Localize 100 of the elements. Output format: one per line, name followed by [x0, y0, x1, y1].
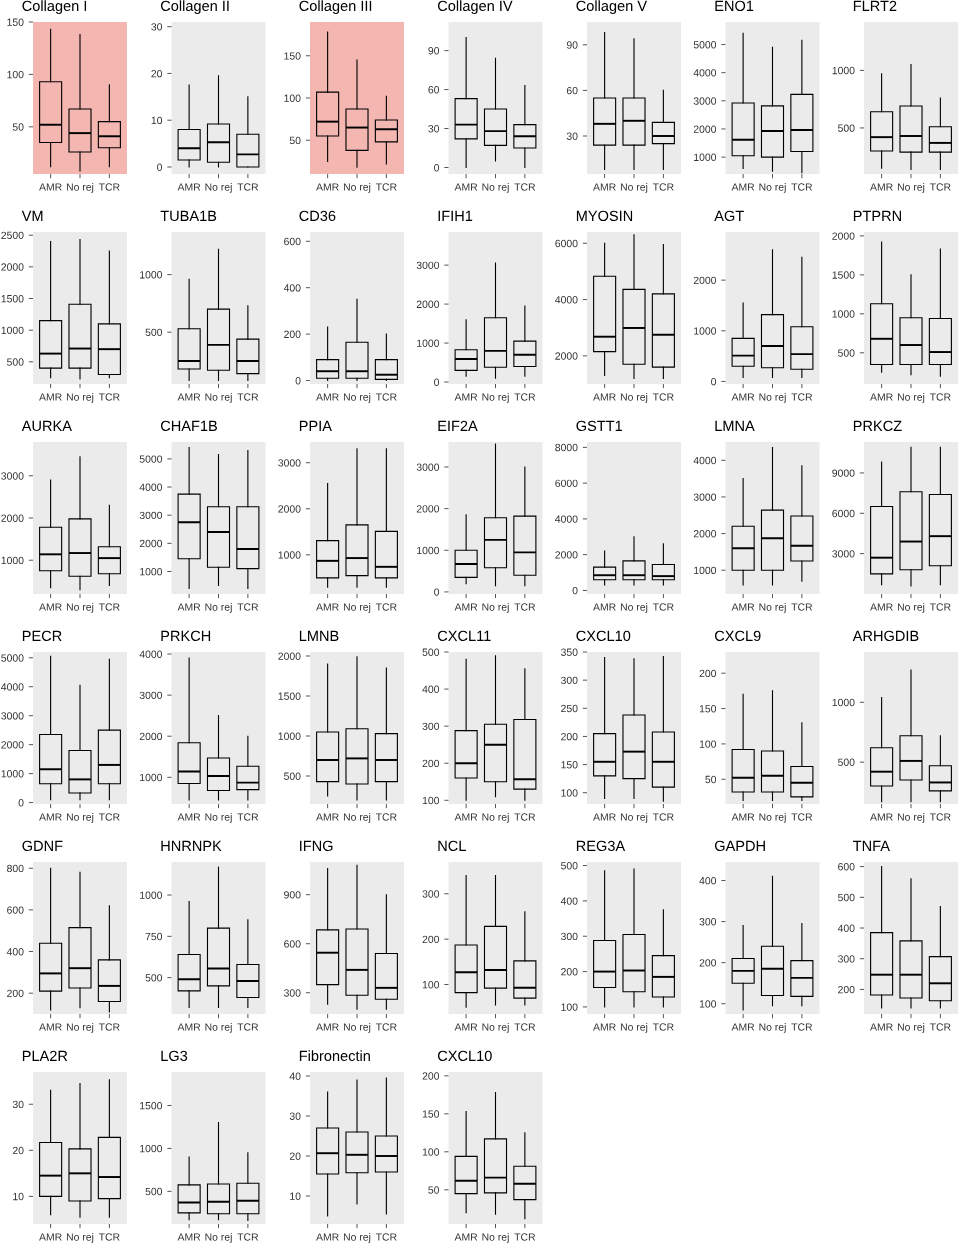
y-tick-label: 2000: [693, 125, 717, 133]
y-tick-label: 2000: [832, 232, 855, 240]
x-tick-label: AMR: [39, 1023, 62, 1031]
x-tick-label: AMR: [593, 603, 616, 611]
x-tick-label: No rej: [482, 183, 509, 193]
y-tick-label: 0: [434, 164, 440, 172]
x-tick-label: No rej: [66, 603, 94, 613]
y-tick-label: 3000: [139, 691, 163, 700]
y-tick-label: 1000: [1, 556, 24, 565]
y-tick-label: 30: [428, 125, 440, 133]
y-tick-label: 1000: [140, 773, 163, 782]
x-tick-label: TCR: [791, 813, 813, 821]
x-tick-label: AMR: [39, 603, 62, 611]
x-tick-label: No rej: [205, 393, 232, 403]
y-tick-label: 9000: [832, 469, 855, 477]
x-tick-label: AMR: [454, 603, 478, 611]
chart-title: Collagen III: [299, 0, 372, 14]
chart-title: FLRT2: [853, 0, 897, 11]
x-tick-label: AMR: [731, 183, 755, 191]
y-tick-label: 30: [12, 1100, 24, 1109]
y-tick-label: 50: [428, 1186, 440, 1194]
x-tick-label: TCR: [237, 813, 259, 821]
y-tick-label: 2000: [555, 352, 578, 360]
chart-title: IFNG: [300, 840, 333, 852]
chart-title: PRKCZ: [853, 420, 902, 432]
y-tick-label: 3000: [693, 493, 717, 501]
x-tick-label: AMR: [177, 1233, 201, 1241]
chart-title: AGT: [714, 210, 744, 222]
x-tick-label: TCR: [652, 813, 674, 821]
y-tick-label: 3000: [416, 463, 440, 471]
y-tick-label: 300: [283, 989, 301, 997]
chart-title: Collagen V: [576, 0, 647, 14]
chart-title: CHAF1B: [160, 420, 217, 432]
y-tick-label: 600: [284, 940, 301, 948]
y-tick-label: 200: [699, 669, 717, 678]
y-tick-label: 300: [422, 890, 440, 898]
x-tick-label: AMR: [731, 393, 755, 401]
chart-title: Fibronectin: [299, 1050, 370, 1062]
x-tick-label: TCR: [791, 603, 813, 611]
x-tick-label: TCR: [514, 183, 536, 191]
chart-title: HNRNPK: [161, 840, 222, 851]
x-tick-label: AMR: [316, 393, 339, 401]
y-tick-label: 150: [561, 761, 578, 769]
y-tick-label: 4000: [1, 683, 24, 691]
y-tick-label: 2000: [278, 652, 301, 660]
y-tick-label: 60: [428, 86, 440, 94]
x-tick-label: TCR: [652, 393, 674, 401]
chart-title: Collagen I: [22, 0, 87, 14]
x-tick-label: No rej: [897, 603, 925, 613]
x-tick-label: No rej: [66, 183, 94, 193]
x-tick-label: AMR: [316, 183, 339, 191]
y-tick-label: 1000: [417, 546, 440, 555]
y-tick-label: 100: [699, 1000, 717, 1008]
chart-title: Collagen II: [160, 0, 229, 14]
x-tick-label: AMR: [731, 813, 755, 821]
x-tick-label: TCR: [237, 183, 259, 191]
x-tick-label: TCR: [929, 1023, 951, 1031]
y-tick-label: 30: [566, 132, 578, 140]
y-tick-label: 300: [560, 676, 578, 685]
y-tick-label: 20: [12, 1146, 24, 1155]
chart-title: PRKCH: [161, 630, 211, 642]
y-tick-label: 500: [422, 648, 440, 656]
x-tick-label: TCR: [98, 1233, 120, 1241]
x-tick-label: TCR: [652, 603, 674, 611]
x-tick-label: TCR: [375, 393, 397, 401]
y-tick-label: 300: [699, 918, 717, 926]
x-tick-label: AMR: [177, 603, 201, 611]
x-tick-label: No rej: [759, 813, 786, 823]
y-tick-label: 1000: [417, 339, 440, 347]
y-tick-label: 100: [422, 796, 440, 805]
chart-title: PTPRN: [853, 210, 901, 221]
y-tick-label: 100: [699, 740, 717, 748]
y-tick-label: 800: [7, 864, 24, 873]
x-tick-label: No rej: [620, 393, 648, 403]
y-tick-label: 6000: [555, 239, 578, 248]
y-tick-label: 0: [572, 586, 578, 595]
x-tick-label: No rej: [897, 183, 925, 193]
y-tick-label: 1500: [140, 1101, 163, 1110]
x-tick-label: TCR: [375, 1233, 397, 1241]
y-tick-label: 60: [566, 86, 578, 95]
x-tick-label: AMR: [593, 183, 616, 191]
x-tick-label: AMR: [39, 393, 62, 401]
x-tick-label: AMR: [870, 183, 893, 191]
chart-title: TNFA: [853, 840, 890, 851]
x-tick-label: TCR: [237, 603, 259, 611]
x-tick-label: No rej: [205, 183, 232, 193]
x-tick-label: TCR: [929, 393, 951, 401]
x-tick-label: AMR: [731, 603, 755, 611]
x-tick-label: No rej: [897, 1023, 925, 1033]
y-tick-label: 1000: [140, 567, 163, 576]
y-tick-label: 300: [837, 955, 855, 963]
y-tick-label: 3000: [693, 97, 717, 105]
y-tick-label: 150: [422, 1110, 440, 1118]
x-tick-label: TCR: [375, 813, 397, 821]
y-tick-label: 1000: [1, 770, 24, 778]
y-tick-label: 90: [428, 47, 440, 55]
x-tick-label: No rej: [343, 813, 371, 823]
y-tick-label: 10: [13, 1192, 24, 1201]
chart-title: VM: [21, 210, 43, 221]
x-tick-label: AMR: [177, 1023, 201, 1031]
